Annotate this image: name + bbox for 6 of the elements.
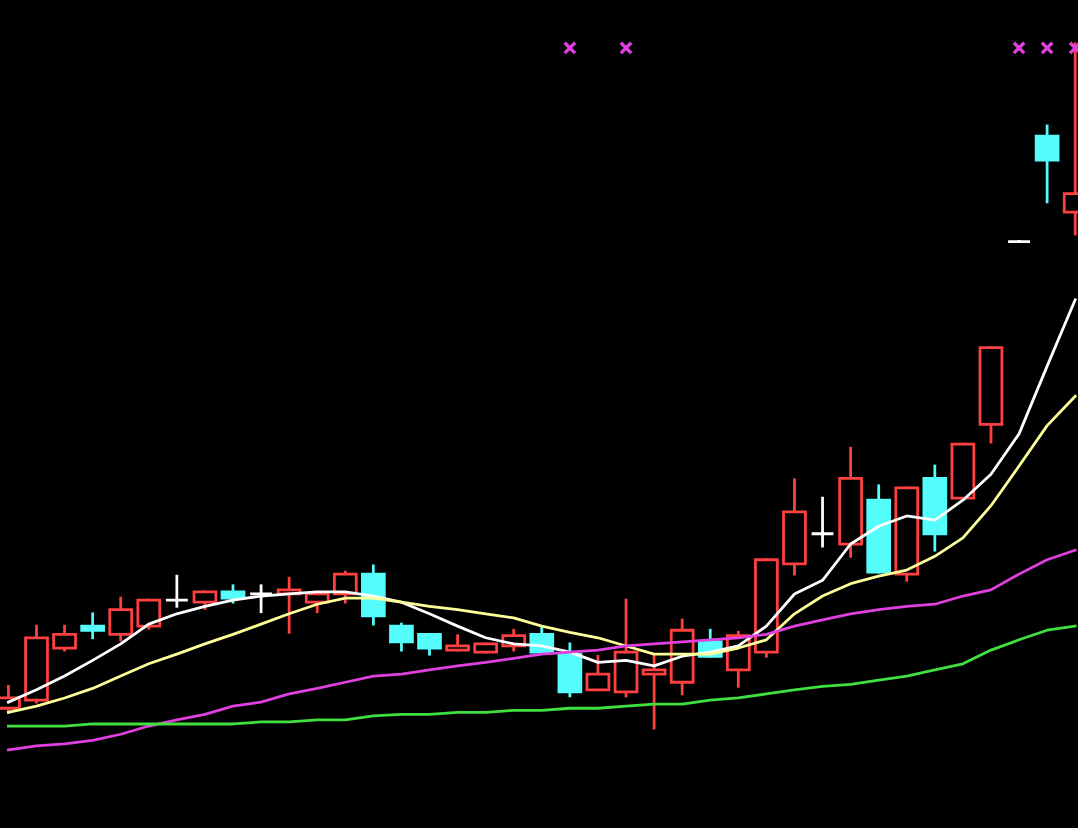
candlestick [810,496,835,548]
candlestick [80,612,105,640]
candlestick [164,574,190,608]
candlestick [838,446,863,558]
candlestick [1034,124,1060,204]
candlestick [922,464,948,552]
